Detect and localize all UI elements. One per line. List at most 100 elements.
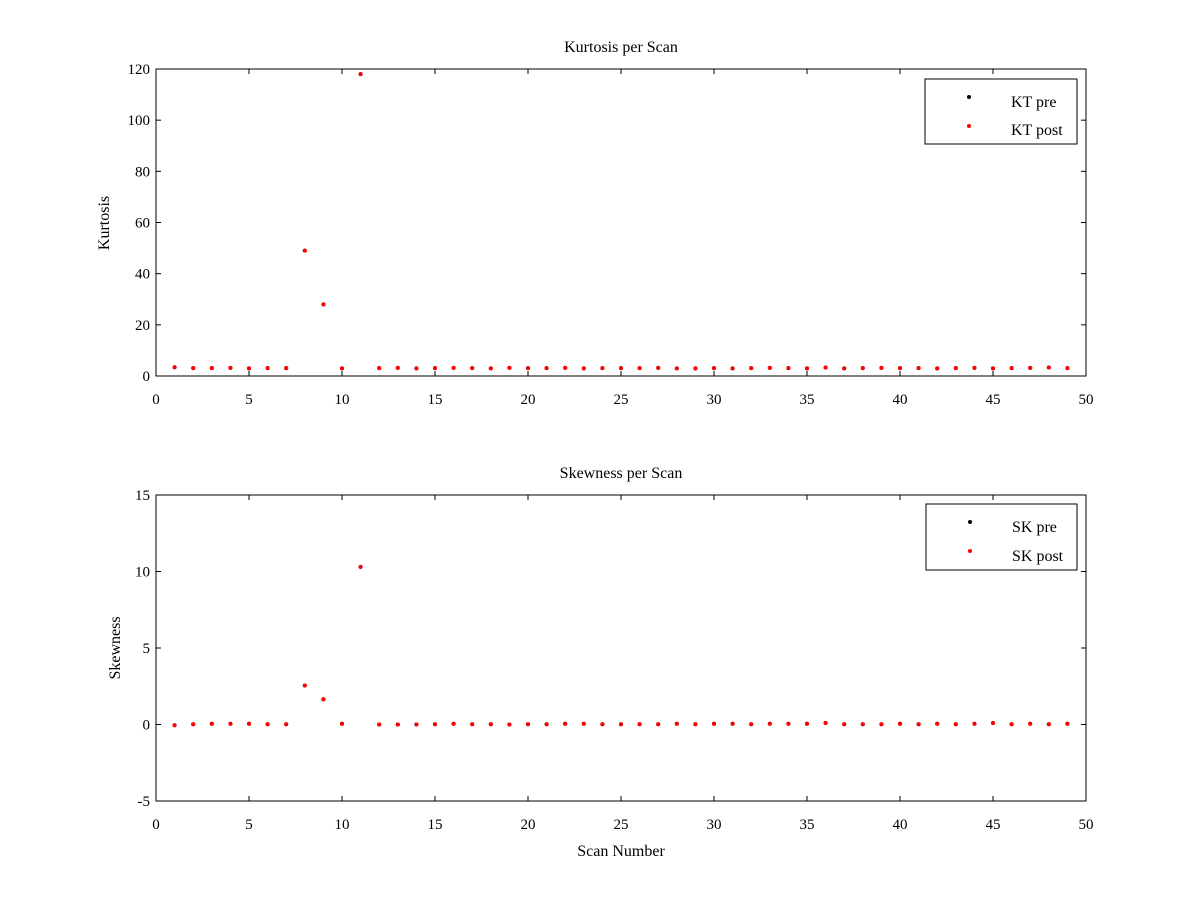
skewness-post-point bbox=[619, 722, 623, 727]
kurtosis-x-tick-label: 0 bbox=[152, 392, 160, 408]
skewness-post-point bbox=[265, 722, 270, 727]
skewness-post-point bbox=[488, 722, 493, 727]
kurtosis-x-tick-label: 20 bbox=[521, 392, 536, 408]
skewness-post-point bbox=[600, 722, 605, 727]
skewness-post-point bbox=[991, 720, 995, 725]
kurtosis-post-point bbox=[377, 366, 382, 371]
skewness-y-tick-label: 15 bbox=[135, 488, 150, 504]
skewness-post-point bbox=[247, 721, 251, 726]
skewness-post-point bbox=[712, 721, 716, 726]
kurtosis-y-tick-label: 100 bbox=[128, 113, 151, 129]
kurtosis-legend-marker-pre bbox=[967, 95, 971, 99]
skewness-legend-marker-pre bbox=[968, 520, 972, 524]
skewness-x-tick-label: 45 bbox=[986, 817, 1001, 833]
skewness-post-point bbox=[191, 722, 196, 727]
kurtosis-x-tick-label: 10 bbox=[335, 392, 350, 408]
kurtosis-panel: 0 5 10 15 20 25 30 35 40 45 50 0 20 40 60 80 100 120 Kurt… bbox=[96, 39, 1094, 408]
kurtosis-post-point bbox=[805, 366, 809, 371]
skewness-x-tick-label: 10 bbox=[335, 817, 350, 833]
skewness-chart-title: Skewness per Scan bbox=[560, 465, 683, 482]
kurtosis-y-axis-label: Kurtosis bbox=[96, 196, 113, 250]
skewness-post-point bbox=[451, 721, 456, 726]
kurtosis-post-point bbox=[1028, 365, 1033, 370]
skewness-y-tick-label: 0 bbox=[143, 718, 151, 734]
kurtosis-y-tick-label: 20 bbox=[135, 318, 150, 334]
skewness-y-tick-label: 10 bbox=[135, 565, 150, 581]
skewness-x-tick-label: 40 bbox=[893, 817, 908, 833]
kurtosis-x-tick-label: 50 bbox=[1079, 392, 1094, 408]
skewness-y-tick-label: -5 bbox=[138, 794, 151, 810]
kurtosis-post-point bbox=[526, 366, 530, 371]
kurtosis-y-tick-label: 60 bbox=[135, 216, 150, 232]
skewness-post-point bbox=[507, 722, 512, 727]
skewness-x-tick-label: 5 bbox=[245, 817, 253, 833]
kurtosis-legend-marker-post bbox=[967, 124, 971, 128]
skewness-legend-marker-post bbox=[968, 549, 972, 553]
kurtosis-x-tick-label: 25 bbox=[614, 392, 629, 408]
skewness-y-axis-label: Skewness bbox=[107, 616, 124, 679]
kurtosis-post-point bbox=[693, 366, 698, 371]
kurtosis-post-point bbox=[265, 366, 270, 371]
skewness-post-point bbox=[1046, 722, 1051, 727]
kurtosis-post-point bbox=[898, 366, 902, 371]
kurtosis-post-point bbox=[1065, 366, 1070, 371]
kurtosis-legend-label-post: KT post bbox=[1011, 122, 1063, 139]
skewness-x-axis-label: Scan Number bbox=[577, 843, 665, 860]
kurtosis-post-point bbox=[619, 366, 623, 371]
kurtosis-post-point bbox=[860, 366, 865, 371]
skewness-post-point bbox=[1028, 721, 1033, 726]
kurtosis-post-point bbox=[823, 365, 828, 370]
kurtosis-legend-box bbox=[924, 78, 1078, 145]
kurtosis-x-tick-label: 40 bbox=[893, 392, 908, 408]
kurtosis-post-point bbox=[433, 366, 437, 371]
skewness-post-point bbox=[377, 722, 382, 727]
skewness-legend-label-post: SK post bbox=[1012, 548, 1064, 565]
kurtosis-post-point bbox=[1009, 366, 1014, 371]
kurtosis-post-point bbox=[637, 366, 642, 371]
skewness-post-point bbox=[414, 722, 419, 727]
skewness-post-point bbox=[321, 697, 326, 702]
skewness-post-point bbox=[470, 722, 475, 727]
skewness-post-point bbox=[358, 564, 363, 569]
skewness-post-point bbox=[972, 721, 977, 726]
kurtosis-post-point bbox=[340, 366, 344, 371]
skewness-post-point bbox=[842, 722, 847, 727]
skewness-y-tick-label: 5 bbox=[143, 641, 151, 657]
kurtosis-post-point bbox=[191, 366, 196, 371]
skewness-post-point bbox=[1065, 721, 1070, 726]
kurtosis-post-point bbox=[209, 366, 214, 371]
kurtosis-x-tick-label: 30 bbox=[707, 392, 722, 408]
kurtosis-post-point bbox=[842, 366, 847, 371]
kurtosis-post-point bbox=[247, 366, 251, 371]
skewness-post-point bbox=[172, 723, 177, 728]
skewness-post-point bbox=[209, 721, 214, 726]
kurtosis-post-point bbox=[879, 365, 884, 370]
skewness-x-tick-label: 35 bbox=[800, 817, 815, 833]
kurtosis-post-point bbox=[656, 365, 661, 370]
skewness-post-point bbox=[730, 721, 735, 726]
kurtosis-points bbox=[172, 72, 1070, 371]
kurtosis-post-point bbox=[935, 366, 940, 371]
kurtosis-post-point bbox=[470, 366, 475, 371]
skewness-x-tick-label: 15 bbox=[428, 817, 443, 833]
skewness-post-point bbox=[544, 722, 549, 727]
skewness-post-point bbox=[637, 722, 642, 727]
skewness-post-point bbox=[767, 721, 772, 726]
kurtosis-post-point bbox=[1046, 365, 1051, 370]
kurtosis-post-point bbox=[581, 366, 586, 371]
kurtosis-post-point bbox=[451, 365, 456, 370]
kurtosis-legend: KT pre KT post bbox=[924, 78, 1078, 145]
kurtosis-post-point bbox=[991, 366, 995, 371]
kurtosis-post-point bbox=[544, 366, 549, 371]
skewness-x-tick-label: 30 bbox=[707, 817, 722, 833]
kurtosis-chart-title: Kurtosis per Scan bbox=[564, 39, 678, 56]
kurtosis-post-point bbox=[228, 365, 233, 370]
kurtosis-post-point bbox=[414, 366, 419, 371]
kurtosis-post-point bbox=[172, 365, 177, 370]
kurtosis-legend-label-pre: KT pre bbox=[1011, 94, 1056, 111]
kurtosis-x-tick-label: 15 bbox=[428, 392, 443, 408]
kurtosis-y-tick-label: 120 bbox=[128, 62, 151, 78]
skewness-post-point bbox=[786, 721, 791, 726]
